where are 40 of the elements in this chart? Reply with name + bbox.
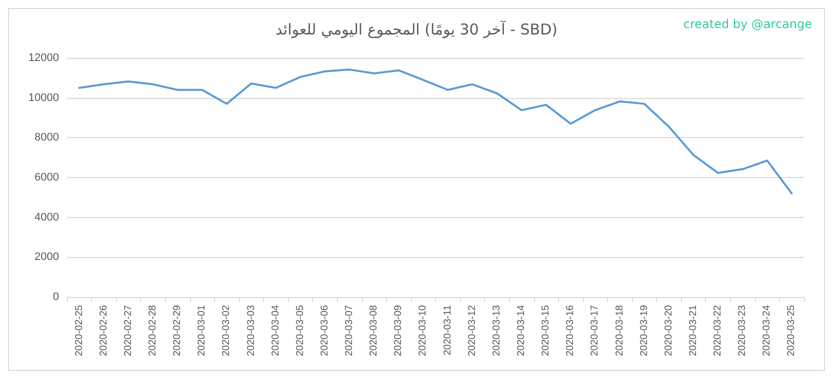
y-tick-label: 0 [52,291,59,303]
chart-title: المجموع اليومي للعوائد (آخر 30 يومًا - SBD) [276,20,558,38]
text: created by @arcange [683,17,812,31]
x-tick-label: 2020-03-14 [516,304,527,356]
x-tick-label: 2020-02-29 [172,304,184,356]
y-tick-label: 4000 [34,211,59,224]
x-tick-label: 2020-03-08 [368,304,380,356]
x-tick-label: 2020-03-03 [246,304,257,356]
x-tick-label: 2020-03-06 [319,304,330,356]
x-tick-label: 2020-03-01 [196,304,208,356]
x-tick-label: 2020-03-17 [590,304,601,356]
x-tick-label: 2020-02-26 [98,304,110,356]
x-tick-label: 2020-03-21 [688,304,699,356]
x-tick-label: 2020-03-09 [393,304,404,356]
y-tick-label: 12000 [28,52,59,64]
x-tick-label: 2020-02-28 [147,304,158,356]
x-tick-label: 2020-03-05 [294,304,306,356]
y-tick-label: 8000 [34,132,59,144]
x-tick-label: 2020-03-04 [270,304,282,356]
x-tick-label: 2020-02-27 [122,304,134,356]
x-tick-label: 2020-03-16 [565,304,576,356]
x-tick-label: 2020-03-23 [737,304,748,356]
x-tick-label: 2020-03-07 [344,304,356,356]
x-tick-label: 2020-03-22 [712,304,724,356]
x-tick-label: 2020-03-18 [614,304,626,356]
x-tick-label: 2020-03-10 [418,304,429,356]
line-series [78,68,793,194]
y-tick-label: 2000 [34,251,59,264]
x-tick-label: 2020-03-19 [638,304,650,356]
x-tick-label: 2020-03-13 [491,304,502,356]
y-tick-label: 10000 [28,92,59,104]
x-tick-label: 2020-02-25 [74,304,85,356]
x-tick-label: 2020-03-11 [442,304,454,356]
x-tick-label: 2020-03-15 [540,304,552,356]
x-tick-label: 2020-03-02 [221,304,232,356]
x-tick-label: 2020-03-24 [762,304,773,356]
x-tick-label: 2020-03-20 [663,304,674,356]
y-tick-label: 6000 [34,172,59,184]
x-tick-label: 2020-03-25 [786,304,798,356]
x-tick-label: 2020-03-12 [466,304,478,356]
